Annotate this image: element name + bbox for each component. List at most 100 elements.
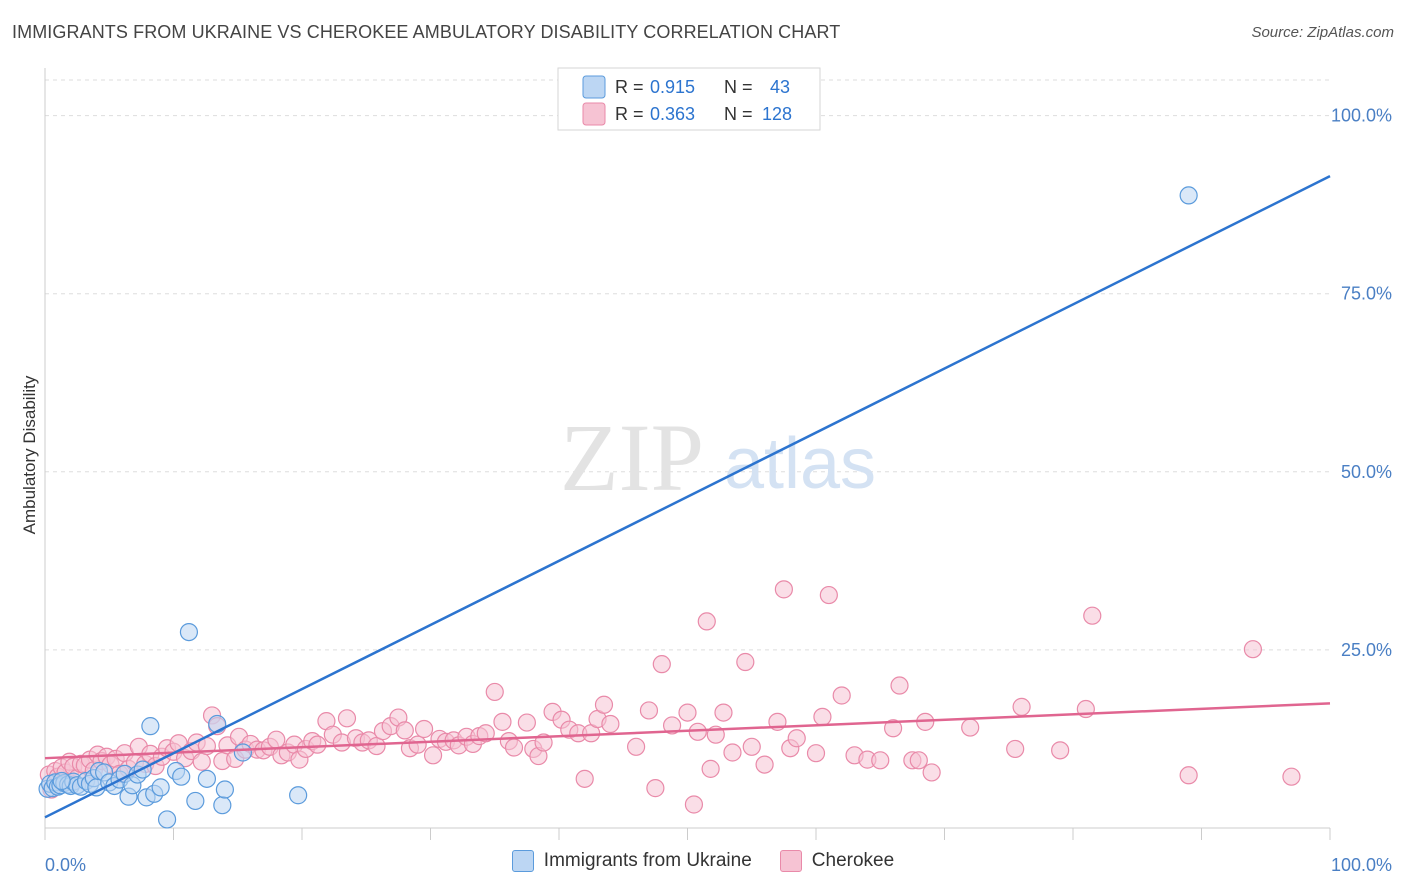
cherokee-point — [684, 795, 704, 814]
cherokee-point — [646, 779, 665, 798]
axes — [44, 68, 1331, 840]
cherokee-point — [337, 709, 357, 728]
cherokee-point — [626, 737, 646, 756]
cherokee-point — [813, 707, 832, 726]
cherokee-point — [408, 735, 427, 754]
cherokee-point — [517, 713, 536, 732]
legend-color-cherokee — [779, 850, 802, 872]
cherokee-point — [1243, 640, 1263, 659]
cherokee-point — [755, 755, 774, 774]
cherokee-point — [922, 763, 941, 782]
legend-r-label-cherokee: R = — [615, 104, 644, 124]
legend-r-label-ukraine: R = — [615, 77, 644, 97]
cherokee-point — [961, 718, 980, 737]
cherokee-point — [367, 736, 386, 756]
cherokee-point — [504, 738, 524, 757]
cherokee-point — [192, 752, 211, 771]
source-label: Source: ZipAtlas.com — [1251, 24, 1394, 41]
cherokee-point — [819, 585, 838, 605]
legend-r-value-ukraine: 0.915 — [650, 77, 695, 97]
cherokee-point — [909, 751, 928, 770]
y-axis-label: Ambulatory Disability — [20, 375, 39, 534]
cherokee-point — [774, 580, 793, 599]
y-tick-label: 25.0% — [1341, 640, 1392, 660]
chart-title: IMMIGRANTS FROM UKRAINE VS CHEROKEE AMBU… — [12, 22, 841, 42]
cherokee-point — [423, 746, 443, 765]
cherokee-point — [723, 743, 742, 762]
cherokee-point — [662, 716, 682, 735]
y-tick-label: 75.0% — [1341, 284, 1392, 304]
ukraine-trendline — [44, 175, 1331, 819]
legend-label-ukraine: Immigrants from Ukraine — [543, 850, 752, 871]
legend-item-ukraine[interactable]: Immigrants from Ukraine — [511, 850, 752, 872]
cherokee-point — [701, 759, 720, 778]
cherokee-point — [688, 722, 707, 741]
ukraine-point — [186, 791, 205, 811]
ukraine-point — [215, 780, 234, 799]
ukraine-points — [38, 186, 1198, 829]
cherokee-point — [832, 686, 851, 705]
cherokee-point — [871, 751, 890, 770]
legend-swatch-cherokee — [582, 102, 606, 126]
cherokee-point — [742, 737, 761, 756]
legend-item-cherokee[interactable]: Cherokee — [779, 850, 894, 872]
cherokee-point — [575, 769, 594, 788]
legend-n-value-ukraine: 43 — [770, 77, 790, 97]
ukraine-point — [208, 714, 227, 734]
ukraine-point — [197, 769, 217, 788]
cherokee-point — [639, 701, 659, 720]
cherokee-point — [493, 712, 512, 731]
cherokee-point — [1051, 741, 1070, 760]
tick-labels: 25.0% 50.0% 75.0% 100.0% 0.0% 100.0% — [45, 106, 1392, 875]
ukraine-point — [141, 717, 160, 736]
cherokee-point — [787, 729, 806, 748]
gridlines — [45, 79, 1330, 651]
cherokee-point — [714, 703, 733, 722]
cherokee-point — [414, 719, 434, 739]
ukraine-point — [1179, 186, 1198, 205]
cherokee-point — [883, 719, 903, 738]
legend-n-label-cherokee: N = — [724, 104, 753, 124]
cherokee-trendline — [44, 702, 1331, 760]
cherokee-points — [39, 580, 1301, 814]
ukraine-point — [151, 778, 170, 797]
cherokee-point — [395, 721, 414, 740]
cherokee-point — [594, 695, 614, 714]
correlation-legend: R = 0.915 N = 43 R = 0.363 N = 128 — [557, 67, 821, 131]
cherokee-point — [1083, 606, 1102, 625]
legend-color-ukraine — [511, 850, 534, 872]
cherokee-point — [806, 744, 826, 763]
ukraine-point — [179, 622, 199, 642]
y-tick-label: 100.0% — [1331, 106, 1392, 126]
trendlines — [44, 175, 1331, 819]
y-tick-label: 50.0% — [1341, 462, 1392, 482]
x-tick-label: 0.0% — [45, 855, 86, 875]
cherokee-point — [308, 735, 327, 754]
series-legend: Immigrants from Ukraine Cherokee — [0, 850, 1406, 872]
x-tick-label: 100.0% — [1331, 855, 1392, 875]
cherokee-point — [601, 714, 620, 734]
ukraine-point — [172, 767, 191, 786]
ukraine-point — [157, 810, 177, 829]
watermark-atlas: atlas — [724, 424, 876, 504]
ukraine-point — [233, 743, 252, 762]
legend-n-value-cherokee: 128 — [762, 104, 792, 124]
cherokee-point — [652, 655, 671, 674]
ukraine-point — [289, 786, 308, 805]
cherokee-point — [1012, 697, 1031, 716]
watermark: ZIP atlas — [560, 404, 876, 511]
cherokee-point — [1006, 739, 1025, 759]
cherokee-point — [890, 676, 909, 695]
cherokee-point — [678, 703, 697, 722]
legend-n-label-ukraine: N = — [724, 77, 753, 97]
watermark-zip: ZIP — [560, 404, 704, 511]
legend-r-value-cherokee: 0.363 — [650, 104, 695, 124]
cherokee-point — [1179, 766, 1198, 785]
legend-swatch-ukraine — [582, 75, 606, 99]
cherokee-point — [476, 724, 495, 743]
cherokee-point — [697, 612, 716, 631]
ukraine-point — [213, 796, 232, 815]
cherokee-point — [1282, 767, 1301, 786]
cherokee-point — [736, 652, 755, 672]
